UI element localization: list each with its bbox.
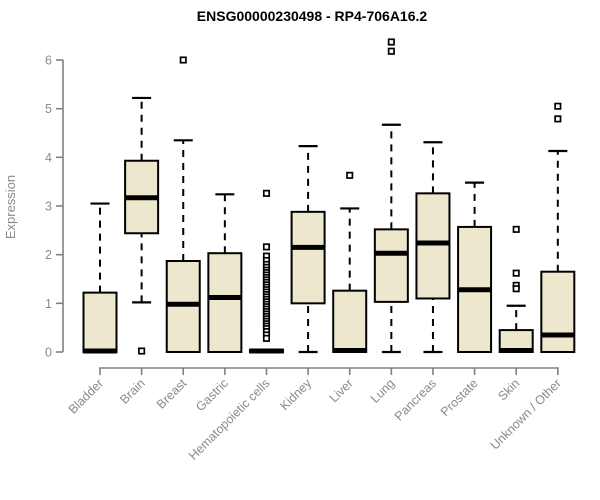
- x-tick-label-gastric: Gastric: [193, 376, 231, 414]
- outlier-point-hematopoietic-cells: [262, 334, 271, 342]
- x-tick-label-unknown-other: Unknown / Other: [488, 376, 564, 452]
- x-tick-label-brain: Brain: [117, 376, 148, 407]
- y-tick-label: 1: [45, 297, 52, 311]
- box-gastric: [207, 252, 243, 353]
- outlier-point-brain: [138, 347, 146, 355]
- x-tick-label-skin: Skin: [495, 376, 522, 403]
- outlier-point-skin: [512, 285, 520, 293]
- plot-area: 0 1 2 3 4 5 6 Bladder Brain Breast GastricHematopo…: [45, 38, 576, 463]
- outlier-point-hematopoietic-cells: [262, 243, 271, 251]
- x-tick-label-breast: Breast: [154, 376, 190, 412]
- x-tick-label-kidney: Kidney: [277, 376, 314, 413]
- outlier-point-lung: [387, 38, 395, 46]
- y-tick-label: 4: [45, 151, 52, 165]
- box-lung: [373, 228, 409, 303]
- y-tick-label: 0: [45, 346, 52, 360]
- outlier-point-hematopoietic-cells: [262, 189, 271, 197]
- y-tick-label: 6: [45, 53, 52, 67]
- outlier-point-lung: [387, 47, 395, 55]
- outlier-point-liver: [346, 171, 354, 179]
- y-tick-label: 3: [45, 199, 52, 213]
- outlier-point-skin: [512, 269, 520, 277]
- box-pancreas: [415, 192, 451, 300]
- box-unknown-other: [540, 270, 576, 354]
- box-kidney: [290, 210, 326, 305]
- x-tick-label-hematopoietic-cells: Hematopoietic cells: [186, 376, 273, 463]
- x-tick-label-bladder: Bladder: [66, 376, 106, 416]
- y-tick-label: 2: [45, 248, 52, 262]
- y-axis-title: Expression: [3, 175, 18, 239]
- outlier-point-unknown-other: [554, 102, 562, 110]
- x-tick-label-prostate: Prostate: [438, 376, 481, 419]
- x-tick-label-pancreas: Pancreas: [392, 376, 439, 423]
- y-tick-label: 5: [45, 102, 52, 116]
- x-tick-label-lung: Lung: [368, 376, 398, 406]
- outlier-point-breast: [179, 56, 187, 64]
- outlier-point-unknown-other: [554, 115, 562, 123]
- chart-title: ENSG00000230498 - RP4-706A16.2: [197, 8, 428, 24]
- box-bladder: [82, 291, 118, 353]
- box-liver: [332, 289, 368, 353]
- x-tick-label-liver: Liver: [327, 376, 356, 405]
- outlier-point-skin: [512, 225, 520, 233]
